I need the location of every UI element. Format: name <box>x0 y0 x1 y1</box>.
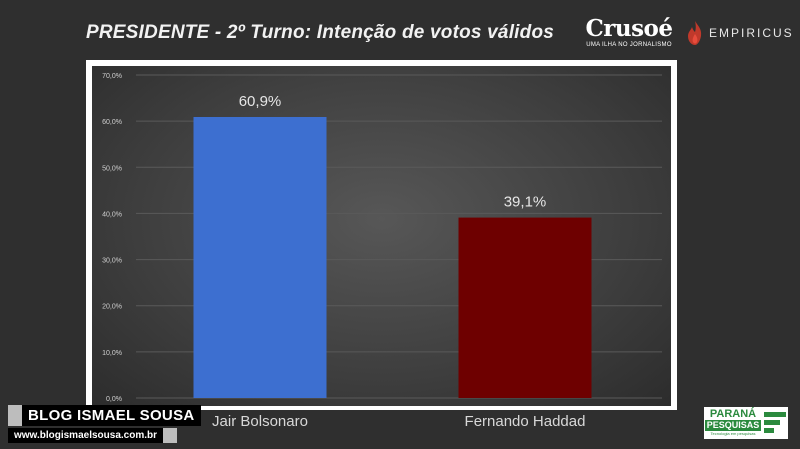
y-tick-label: 40,0% <box>102 211 122 218</box>
bar <box>193 116 327 399</box>
blog-watermark: BLOG ISMAEL SOUSA www.blogismaelsousa.co… <box>8 405 201 443</box>
watermark-bar <box>8 405 22 426</box>
parana-logo-tagline: Tecnologia em pesquisas <box>710 431 756 436</box>
y-tick-label: 10,0% <box>102 350 122 357</box>
data-label: 39,1% <box>504 194 547 211</box>
parana-logo-line2: PESQUISAS <box>704 420 762 431</box>
watermark-bar <box>163 428 177 443</box>
y-tick-label: 50,0% <box>102 165 122 172</box>
empiricus-logo-word: EMPIRICUS <box>709 26 794 40</box>
blog-name: BLOG ISMAEL SOUSA <box>22 405 201 426</box>
parana-logo-line1: PARANÁ <box>709 408 757 420</box>
crusoe-logo-name: Crusoé <box>585 15 673 42</box>
crusoe-logo: Crusoé UMA ILHA NO JORNALISMO <box>584 17 674 49</box>
x-category-label: Fernando Haddad <box>465 413 586 430</box>
bars-logo-icon <box>764 412 786 433</box>
y-tick-label: 70,0% <box>102 73 122 80</box>
y-tick-label: 60,0% <box>102 119 122 126</box>
data-label: 60,9% <box>239 93 282 110</box>
crusoe-logo-tagline: UMA ILHA NO JORNALISMO <box>586 42 672 48</box>
y-tick-label: 0,0% <box>106 396 122 403</box>
x-category-label: Jair Bolsonaro <box>212 413 308 430</box>
blog-url: www.blogismaelsousa.com.br <box>8 428 163 443</box>
bar-chart: 0,0% 10,0% 20,0% 30,0% 40,0% 50,0% 60,0% 70,0% 6… <box>102 73 662 430</box>
flame-icon <box>688 21 702 45</box>
chart-title: PRESIDENTE - 2º Turno: Intenção de votos… <box>86 22 555 43</box>
chart-plot-area: 0,0% 10,0% 20,0% 30,0% 40,0% 50,0% 60,0% 70,0% 6… <box>92 66 671 430</box>
bar <box>458 217 592 398</box>
empiricus-logo: EMPIRICUS <box>686 20 794 46</box>
y-tick-label: 30,0% <box>102 258 122 265</box>
parana-pesquisas-logo: PARANÁ PESQUISAS Tecnologia em pesquisas <box>704 407 788 439</box>
y-tick-label: 20,0% <box>102 304 122 311</box>
